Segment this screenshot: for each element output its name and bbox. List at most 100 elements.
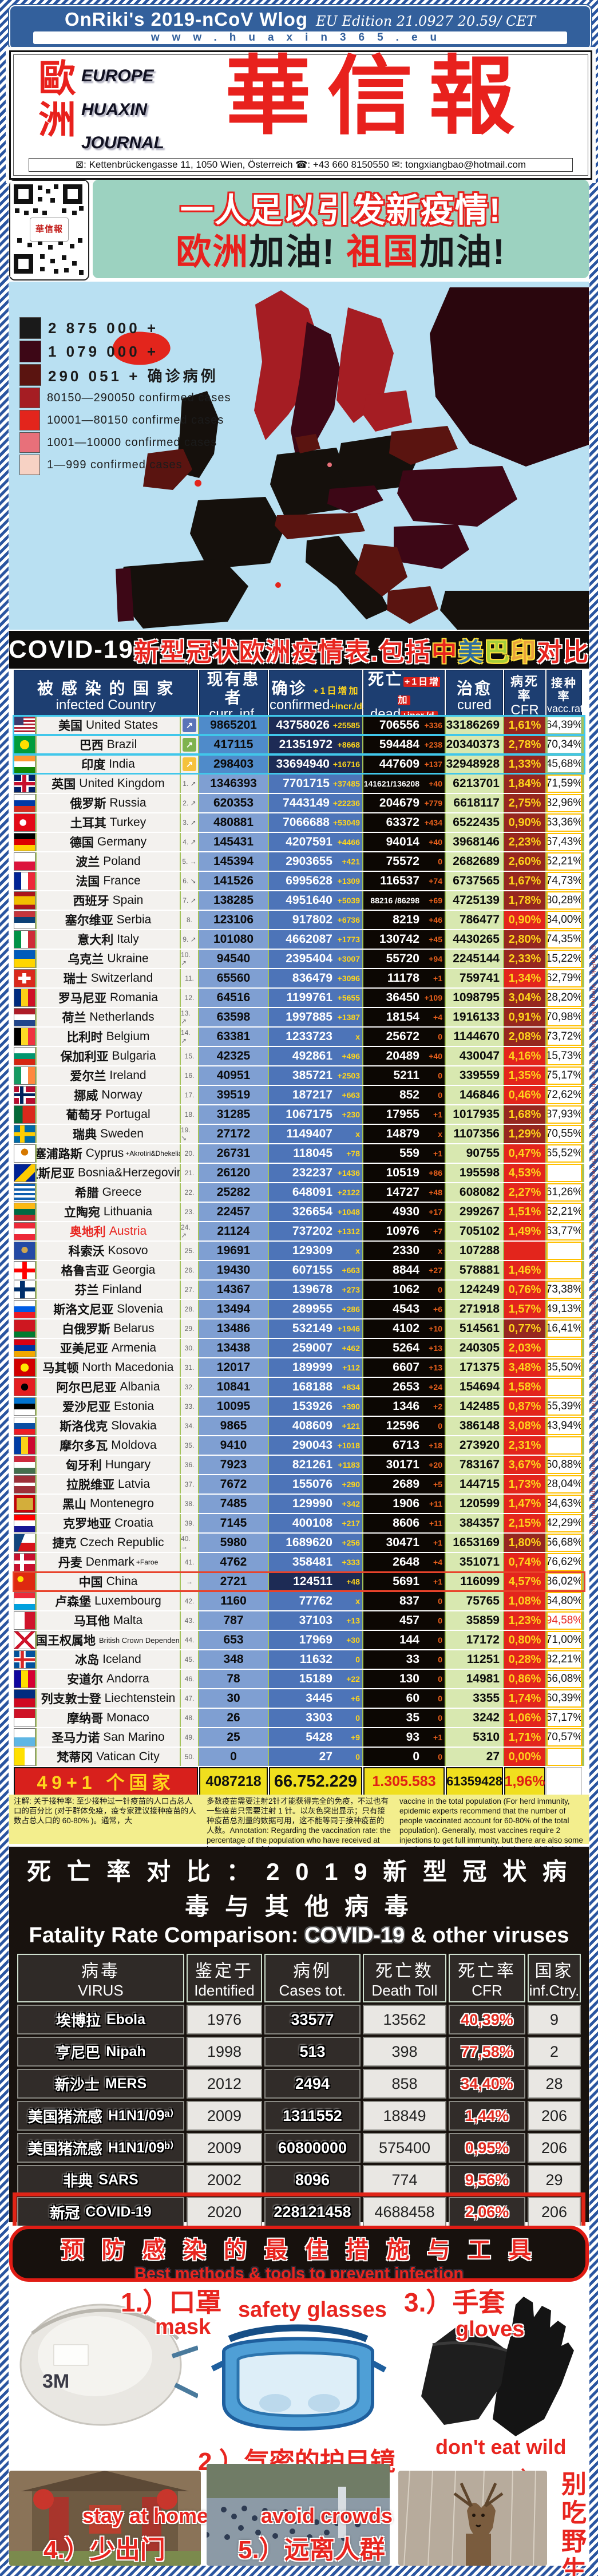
confirmed-increase: +37485 — [332, 779, 360, 788]
dead-value: 93 — [406, 1730, 419, 1744]
cell-dead: 837 0 — [363, 1592, 445, 1610]
cell-vaccination-rate: 76,62% — [546, 1553, 582, 1571]
virus-row: 非典 SARS 2002 8096 774 9,56% 29 — [17, 2165, 581, 2195]
country-name-zh: 爱尔兰 — [70, 1070, 106, 1083]
confirmed-increase: +112 — [342, 1363, 360, 1372]
dead-value: 11178 — [387, 971, 419, 985]
country-name: 罗马尼亚 Romania — [37, 989, 180, 1007]
cell-dead: 93 +1 — [363, 1728, 445, 1747]
cell-cured: 144715 — [446, 1475, 503, 1494]
virus-cfr: 9,56% — [449, 2165, 525, 2195]
cell-dead: 1062 0 — [363, 1281, 445, 1299]
rank-cell: 13. ↗ — [181, 1008, 198, 1026]
cell-current-infected: 94540 — [199, 950, 268, 968]
cell-dead: 10519 +86 — [363, 1164, 445, 1182]
cell-current-infected: 22457 — [199, 1203, 268, 1221]
cell-confirmed: 129309 x — [269, 1242, 362, 1260]
confirmed-increase: +2122 — [337, 1188, 360, 1197]
cell-cured: 608082 — [446, 1183, 503, 1202]
cell-current-infected: 7145 — [199, 1514, 268, 1532]
dead-value: 4930 — [393, 1205, 419, 1218]
confirmed-increase: +421 — [342, 857, 360, 866]
cell-cured: 786477 — [446, 911, 503, 929]
rank-cell: 3. ↗ — [181, 813, 198, 832]
masthead-frame: 歐洲 EUROPE HUAXIN JOURNAL 華信報 ⊠: Kettenbr… — [13, 48, 588, 176]
cell-cured: 116099 — [446, 1573, 503, 1591]
cell-confirmed: 259007 +462 — [269, 1339, 362, 1357]
cell-vaccination-rate: 42,29% — [546, 1514, 582, 1532]
table-title-part: 印 — [510, 638, 537, 666]
country-name-suffix: +Akrotiri&Dhekelia — [125, 1149, 180, 1157]
country-name-suffix: +Faroe — [136, 1558, 159, 1566]
dead-increase: +40 — [429, 779, 442, 788]
cell-dead: 30171 +20 — [363, 1456, 445, 1474]
country-name-zh: 中国 — [78, 1576, 103, 1589]
country-name-en: Albania — [120, 1380, 160, 1393]
country-flag-icon — [14, 1670, 35, 1688]
virus-col-header-en: Cases tot. — [279, 1982, 346, 1999]
rank-cell: 46. — [181, 1670, 198, 1688]
confirmed-value: 4951640 — [286, 894, 332, 907]
cell-current-infected: 5980 — [199, 1534, 268, 1552]
table-row: 俄罗斯 Russia 2. ↗ 620353 7443149 +22236 204679 +7… — [14, 794, 584, 812]
virus-name-en: MERS — [105, 2075, 147, 2092]
dead-increase: +238 — [424, 740, 442, 749]
totals-label: 49+1 个国家 — [14, 1767, 198, 1796]
cell-vaccination-rate: 74,35% — [546, 930, 582, 949]
dead-value: 144 — [399, 1633, 419, 1646]
country-name-zh: 希腊 — [74, 1187, 99, 1200]
site-url[interactable]: www.huaxin365.eu — [33, 31, 567, 44]
dead-increase: +7 — [433, 1227, 442, 1236]
confirmed-increase: +290 — [342, 1480, 360, 1489]
confirmed-increase: +48 — [346, 1577, 360, 1586]
dead-value: 1346 — [393, 1400, 419, 1413]
dead-value: 559 — [399, 1147, 419, 1160]
cell-confirmed: 43758026 +25585 — [269, 716, 362, 734]
country-name-zh: 梵蒂冈 — [57, 1751, 93, 1764]
cell-cfr: 0,76% — [504, 1281, 545, 1299]
virus-cfr: 0,95% — [449, 2133, 525, 2163]
cell-confirmed: 385721 +2503 — [269, 1066, 362, 1085]
country-name: 芬兰 Finland — [37, 1281, 180, 1299]
cell-confirmed: 7701715 +37485 — [269, 775, 362, 793]
cell-dead: 14727 +48 — [363, 1183, 445, 1202]
country-name-zh: 亚美尼亚 — [60, 1342, 108, 1356]
rank-cell: 18. — [181, 1105, 198, 1124]
country-name-en: Hungary — [105, 1458, 151, 1471]
confirmed-increase: +6736 — [337, 915, 360, 924]
cell-cfr: 4,57% — [504, 1573, 545, 1591]
confirmed-increase: +1048 — [337, 1207, 360, 1216]
rank-cell: 7. ↗ — [181, 891, 198, 910]
virus-cases: 513 — [264, 2037, 361, 2067]
confirmed-value: 1689620 — [286, 1536, 332, 1549]
cell-cured: 2682689 — [446, 852, 503, 871]
cell-confirmed: 1997885 +1387 — [269, 1008, 362, 1026]
cell-confirmed: 17969 +30 — [269, 1631, 362, 1649]
virus-name-en: Ebola — [106, 2011, 146, 2028]
table-row: 英国 United Kingdom 1. ↗ 1346393 7701715 +37485… — [14, 775, 584, 793]
dead-increase: +109 — [424, 993, 442, 1002]
table-row: 芬兰 Finland 27. 14367 139678 +273 1062 0 124249 0,… — [14, 1281, 584, 1299]
country-name: 克罗地亚 Croatia — [37, 1514, 180, 1532]
confirmed-increase: +30 — [346, 1635, 360, 1645]
cell-cured: 1098795 — [446, 989, 503, 1007]
cell-vaccination-rate: 86,02% — [546, 1573, 582, 1591]
cell-vaccination-rate: 56,68% — [546, 1534, 582, 1552]
virus-name: 美国猪流感 H1N1/09ᵃ⁾ — [17, 2101, 184, 2131]
confirmed-value: 836479 — [292, 971, 332, 985]
dead-increase: 0 — [438, 1071, 442, 1080]
dead-value: 75572 — [386, 855, 419, 868]
country-flag-icon — [14, 969, 35, 987]
country-name: 意大利 Italy — [37, 930, 180, 949]
country-name-en: Lithuania — [103, 1205, 153, 1218]
cell-dead: 2648 +4 — [363, 1553, 445, 1571]
cell-cfr: 1,51% — [504, 1203, 545, 1221]
virus-cases: 2494 — [264, 2069, 361, 2099]
virus-row: 美国猪流感 H1N1/09ᵇ⁾ 2009 60800000 575400 0,95% 206 — [17, 2133, 581, 2163]
confirmed-value: 326654 — [292, 1205, 332, 1218]
virus-col-header-en: CFR — [472, 1982, 502, 1999]
country-flag-icon — [14, 1748, 35, 1766]
contact-line[interactable]: ⊠: Kettenbrückengasse 11, 1050 Wien, Öst… — [29, 158, 573, 172]
dead-value: 14727 — [386, 1186, 419, 1199]
